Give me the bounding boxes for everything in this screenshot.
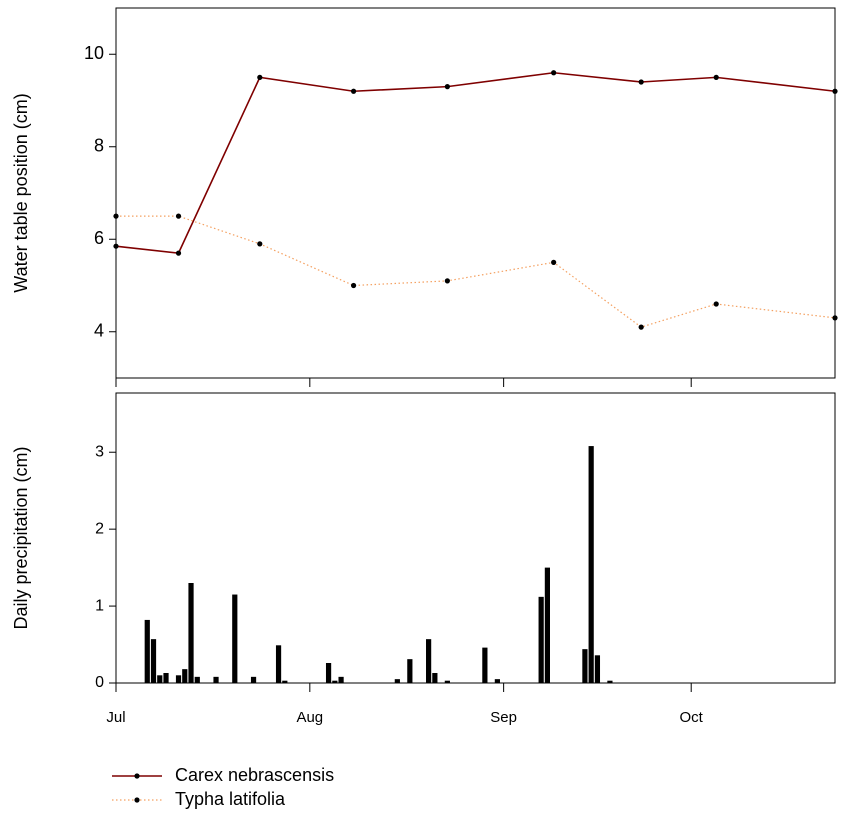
bar	[594, 655, 601, 683]
legend-marker	[134, 797, 140, 803]
y-axis-label: Water table position (cm)	[11, 93, 31, 292]
bar	[582, 649, 588, 683]
point	[638, 79, 644, 85]
bar	[332, 680, 338, 683]
bar	[213, 676, 219, 683]
bar	[275, 645, 282, 683]
point	[257, 241, 263, 247]
point	[113, 243, 119, 249]
bar	[325, 663, 332, 683]
bar	[432, 673, 438, 683]
point	[175, 213, 182, 219]
y-tick-label: 1	[95, 597, 104, 614]
bar	[250, 676, 257, 683]
y-tick-label: 4	[94, 321, 104, 341]
bar	[426, 639, 432, 683]
y-axis-label: Daily precipitation (cm)	[11, 446, 31, 629]
point	[175, 250, 182, 256]
y-tick-label: 0	[95, 674, 104, 691]
y-tick-label: 6	[94, 228, 104, 248]
x-tick-label: Sep	[490, 709, 517, 726]
legend-label: Carex nebrascensis	[175, 765, 334, 785]
point	[113, 213, 119, 219]
point	[551, 259, 557, 265]
point	[832, 315, 838, 321]
x-tick-label: Oct	[680, 709, 704, 726]
point	[638, 324, 644, 330]
bar	[494, 679, 500, 683]
point	[257, 74, 263, 80]
plot-frame	[115, 7, 836, 379]
bar	[182, 669, 188, 683]
series-line	[115, 71, 836, 254]
point	[350, 88, 357, 94]
bar	[588, 446, 594, 683]
bar	[232, 594, 238, 683]
bar	[407, 659, 413, 683]
legend-marker	[134, 773, 140, 779]
bar	[538, 596, 544, 683]
bar	[444, 680, 450, 683]
bar	[157, 675, 163, 683]
bar	[188, 583, 194, 683]
y-tick-label: 8	[94, 136, 104, 156]
y-tick-label: 2	[95, 520, 104, 537]
bar	[282, 680, 288, 683]
series-line	[116, 215, 836, 328]
plot-frame	[115, 392, 836, 684]
point	[832, 88, 838, 94]
point	[551, 70, 557, 76]
x-tick-label: Jul	[106, 709, 125, 726]
bar	[150, 639, 157, 683]
x-tick-label: Aug	[296, 709, 323, 726]
point	[350, 282, 357, 289]
bar	[163, 673, 169, 683]
y-tick-label: 10	[84, 43, 104, 63]
legend-label: Typha latifolia	[175, 789, 286, 809]
point	[444, 278, 450, 284]
y-tick-label: 3	[95, 443, 104, 460]
bar	[607, 680, 613, 683]
bar	[544, 567, 550, 683]
bar	[482, 647, 488, 683]
bar	[194, 676, 200, 683]
point	[713, 301, 719, 307]
point	[713, 74, 719, 80]
point	[444, 84, 450, 90]
bar	[394, 679, 400, 683]
bar	[338, 676, 344, 683]
bar	[144, 619, 150, 683]
bar	[175, 675, 182, 683]
